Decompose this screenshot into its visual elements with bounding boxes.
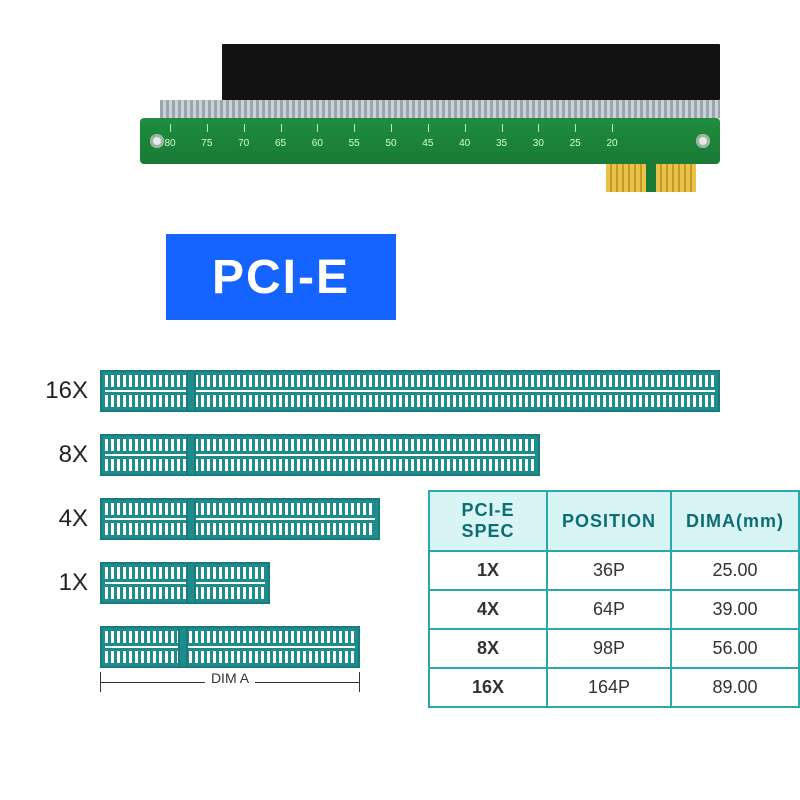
- spec-cell: 16X: [429, 668, 547, 707]
- pcie-slot: [100, 370, 720, 412]
- spec-cell: 8X: [429, 629, 547, 668]
- slot-row: 16X: [40, 370, 720, 412]
- slot-label: 1X: [40, 569, 100, 597]
- table-row: 4X64P39.00: [429, 590, 799, 629]
- ruler-mark: 60: [312, 138, 323, 149]
- ruler-mark: 75: [201, 138, 212, 149]
- ruler-mark: 30: [533, 138, 544, 149]
- spec-cell: 25.00: [671, 551, 799, 590]
- spec-cell: 64P: [547, 590, 671, 629]
- ruler-mark: 80: [164, 138, 175, 149]
- slot-row: 8X: [40, 434, 720, 476]
- dim-a-label: DIM A: [205, 670, 255, 686]
- ruler-mark: 55: [349, 138, 360, 149]
- ruler-mark: 45: [422, 138, 433, 149]
- slot-key-notch: [186, 436, 196, 474]
- pcie-slot: [100, 498, 380, 540]
- riser-card: 80 75 70 65 60 55 50 45 40 35 30 25 20: [140, 44, 720, 224]
- mount-hole-right: [696, 134, 710, 148]
- ruler-mark: 35: [496, 138, 507, 149]
- pcie-label: PCI-E: [166, 234, 396, 320]
- table-row: 8X98P56.00: [429, 629, 799, 668]
- ruler-mark: 25: [570, 138, 581, 149]
- spec-header-cell: PCI-E SPEC: [429, 491, 547, 551]
- spec-header-cell: POSITION: [547, 491, 671, 551]
- slot-key-notch: [178, 628, 188, 666]
- pcie-slot: [100, 434, 540, 476]
- spec-cell: 1X: [429, 551, 547, 590]
- slot-label: 4X: [40, 505, 100, 533]
- spec-cell: 39.00: [671, 590, 799, 629]
- ruler-mark: 65: [275, 138, 286, 149]
- pcie-slot: [100, 626, 360, 668]
- pcb-ruler: 80757065605550454035302520: [170, 124, 612, 158]
- ruler-mark: 50: [385, 138, 396, 149]
- ruler-mark: 20: [606, 138, 617, 149]
- infographic-canvas: 80757065605550454035302520 PCI-E 16X8X4X…: [0, 0, 800, 800]
- riser-pcb: 80 75 70 65 60 55 50 45 40 35 30 25 20: [140, 118, 720, 164]
- spec-cell: 164P: [547, 668, 671, 707]
- spec-cell: 56.00: [671, 629, 799, 668]
- spec-header-cell: DIMA(mm): [671, 491, 799, 551]
- spec-cell: 89.00: [671, 668, 799, 707]
- spec-table: PCI-E SPECPOSITIONDIMA(mm)1X36P25.004X64…: [428, 490, 800, 708]
- dim-a-bracket: DIM A: [100, 672, 360, 698]
- table-row: 16X164P89.00: [429, 668, 799, 707]
- spec-cell: 36P: [547, 551, 671, 590]
- table-row: 1X36P25.00: [429, 551, 799, 590]
- slot-label: 16X: [40, 377, 100, 405]
- gold-finger-edge: [606, 164, 696, 192]
- spec-cell: 4X: [429, 590, 547, 629]
- mount-hole-left: [150, 134, 164, 148]
- slot-key-notch: [186, 564, 196, 602]
- spec-cell: 98P: [547, 629, 671, 668]
- ruler-mark: 40: [459, 138, 470, 149]
- riser-pin-row: [160, 100, 720, 118]
- pcie-label-text: PCI-E: [212, 250, 350, 305]
- ruler-mark: 70: [238, 138, 249, 149]
- slot-key-notch: [186, 500, 196, 538]
- riser-connector-block: [222, 44, 720, 100]
- slot-label: 8X: [40, 441, 100, 469]
- slot-key-notch: [186, 372, 196, 410]
- pcie-slot: [100, 562, 270, 604]
